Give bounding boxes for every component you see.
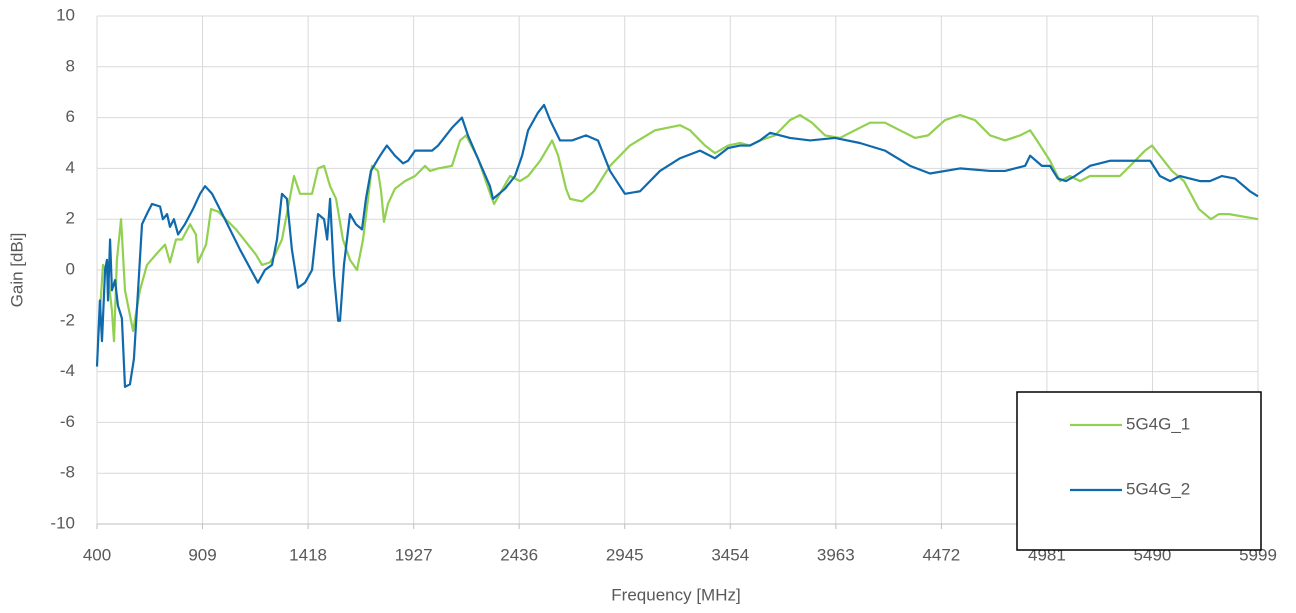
- x-tick-label: 400: [83, 545, 111, 564]
- series-line: [96, 113, 1259, 343]
- y-tick-label: 8: [66, 56, 75, 75]
- y-tick-label: 0: [66, 259, 75, 278]
- x-tick-label: 3454: [711, 545, 749, 564]
- x-tick-label: 909: [188, 545, 216, 564]
- y-tick-label: 4: [66, 158, 75, 177]
- y-tick-label: -6: [60, 412, 75, 431]
- y-tick-label: -10: [50, 513, 75, 532]
- legend-box: [1016, 391, 1262, 551]
- series-line: [95, 103, 1259, 388]
- y-tick-label: -4: [60, 361, 75, 380]
- y-tick-label: 10: [56, 5, 75, 24]
- y-tick-label: -8: [60, 463, 75, 482]
- legend-label: 5G4G_2: [1126, 479, 1190, 498]
- x-axis-label: Frequency [MHz]: [611, 585, 740, 604]
- x-tick-label: 1418: [289, 545, 327, 564]
- y-tick-label: 2: [66, 209, 75, 228]
- x-tick-label: 4472: [922, 545, 960, 564]
- x-tick-label: 2436: [500, 545, 538, 564]
- y-axis-label: Gain [dBi]: [7, 233, 26, 308]
- x-tick-label: 1927: [395, 545, 433, 564]
- y-tick-label: -2: [60, 310, 75, 329]
- legend-label: 5G4G_1: [1126, 414, 1190, 433]
- x-tick-label: 2945: [606, 545, 644, 564]
- y-tick-label: 6: [66, 107, 75, 126]
- x-tick-label: 3963: [817, 545, 855, 564]
